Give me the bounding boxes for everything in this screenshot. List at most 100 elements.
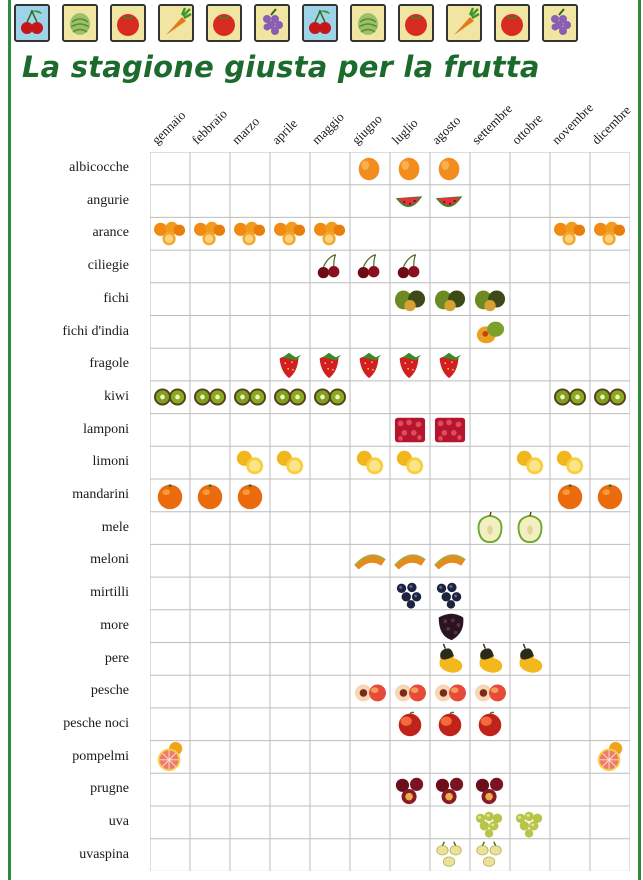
orange-cluster-icon [234, 221, 266, 246]
fruit-label: meloni [90, 552, 129, 568]
right-border-rule [638, 0, 641, 880]
cherry-icon [397, 253, 420, 278]
kiwi-icon [234, 388, 266, 406]
fig-icon [434, 290, 466, 312]
fruit-label: pesche [90, 683, 129, 699]
kiwi-icon [194, 388, 226, 406]
mandarin-icon [597, 483, 623, 509]
fruit-label: fragole [89, 356, 129, 372]
strawberry-icon [359, 352, 382, 378]
month-label: aprile [268, 115, 301, 148]
raspberry-icon [434, 417, 466, 443]
season-grid: albicocche angurie arance ciliegie fichi fich… [62, 152, 630, 872]
kiwi-icon [274, 388, 306, 406]
tomato-icon [494, 4, 530, 42]
fruit-label: lamponi [83, 421, 129, 437]
mandarin-icon [157, 483, 183, 509]
fruit-label: uva [108, 814, 129, 829]
lemon-icon [356, 450, 384, 475]
fruit-label: pere [104, 650, 129, 666]
carrot-icon [446, 4, 482, 42]
blueberry-icon [396, 582, 422, 609]
fig-icon [474, 290, 506, 312]
plum-icon [395, 777, 424, 804]
carrot-icon [158, 4, 194, 42]
lemon-icon [236, 450, 264, 475]
orange-cluster-icon [194, 221, 226, 246]
mandarin-icon [237, 483, 263, 509]
blueberry-icon [436, 582, 462, 609]
plum-icon [475, 777, 504, 804]
apricot-icon [398, 157, 420, 180]
grapes-icon [542, 4, 578, 42]
peach-icon [394, 684, 426, 702]
peach-icon [474, 684, 506, 702]
melon-slice-icon [354, 554, 386, 570]
month-label: novembre [548, 99, 597, 148]
tomato-icon [206, 4, 242, 42]
fruit-label: mandarini [72, 487, 129, 502]
strawberry-icon [279, 352, 302, 378]
month-label: settembre [468, 100, 516, 148]
fruit-label: kiwi [104, 388, 129, 404]
grapefruit-icon [157, 742, 183, 772]
kiwi-icon [594, 388, 626, 406]
nectarine-icon [398, 712, 422, 737]
pear-icon [519, 643, 543, 673]
orange-cluster-icon [594, 221, 626, 246]
blackberry-icon [438, 614, 464, 641]
fruit-label: mele [101, 519, 129, 535]
gooseberry-icon [476, 841, 502, 867]
month-label: ottobre [508, 110, 546, 148]
kiwi-icon [554, 388, 586, 406]
lemon-icon [516, 450, 544, 475]
orange-cluster-icon [554, 221, 586, 246]
grid-lines [150, 152, 630, 872]
apricot-icon [438, 157, 460, 180]
grapes-icon [254, 4, 290, 42]
peach-icon [434, 684, 466, 702]
artichoke-icon [350, 4, 386, 42]
fruit-label: fichi d'india [62, 323, 129, 339]
fruit-label: albicocche [69, 160, 129, 175]
month-label: marzo [228, 113, 263, 148]
fruit-label: pesche noci [63, 715, 129, 731]
fruit-label: arance [92, 225, 129, 241]
fig-icon [394, 290, 426, 312]
cherries-icon [14, 4, 50, 42]
orange-cluster-icon [154, 221, 186, 246]
raspberry-icon [394, 417, 426, 443]
fruit-label: uvaspina [79, 846, 129, 862]
fruit-label: more [100, 617, 129, 633]
melon-slice-icon [434, 554, 466, 570]
watermelon-icon [435, 196, 463, 208]
apple-half-icon [517, 512, 543, 544]
peach-icon [354, 684, 386, 702]
apricot-icon [358, 157, 380, 180]
month-label: giugno [348, 111, 385, 148]
apple-half-icon [477, 512, 503, 544]
watermelon-icon [395, 196, 423, 208]
fruit-label: fichi [103, 290, 129, 306]
strawberry-icon [439, 352, 462, 378]
kiwi-icon [154, 388, 186, 406]
left-border-rule [8, 0, 11, 880]
month-label: maggio [308, 109, 347, 148]
tomato-icon [110, 4, 146, 42]
grape-bunch-icon [515, 811, 543, 838]
artichoke-icon [62, 4, 98, 42]
gooseberry-icon [436, 841, 462, 867]
kiwi-icon [314, 388, 346, 406]
plum-icon [435, 777, 464, 804]
month-label: febbraio [188, 106, 230, 148]
month-label: agosto [428, 112, 464, 148]
month-header: gennaio febbraio marzo aprile maggio giugno lu… [149, 92, 634, 152]
grapefruit-icon [597, 742, 623, 772]
page-title: La stagione giusta per la frutta [22, 50, 540, 84]
lemon-icon [556, 450, 584, 475]
nectarine-icon [478, 712, 502, 737]
lemon-icon [396, 450, 424, 475]
pear-icon [439, 643, 463, 673]
orange-cluster-icon [274, 221, 306, 246]
fruit-label: angurie [87, 192, 129, 208]
